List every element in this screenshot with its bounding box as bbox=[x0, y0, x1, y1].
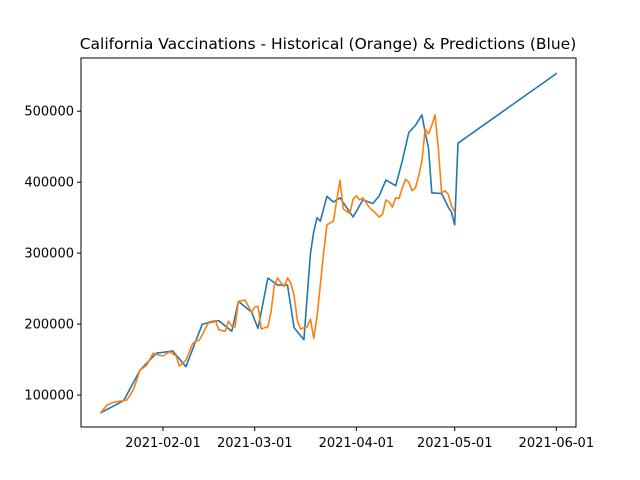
plot-area bbox=[80, 57, 577, 428]
x-tick-label: 2021-06-01 bbox=[519, 436, 595, 451]
y-axis: 100000 200000 300000 400000 500000 bbox=[24, 105, 81, 404]
chart-title: California Vaccinations - Historical (Or… bbox=[80, 35, 577, 53]
series-1-points bbox=[100, 114, 455, 413]
y-tick-label: 300000 bbox=[24, 247, 74, 262]
series-1-line bbox=[99, 114, 456, 414]
x-tick-label: 2021-03-01 bbox=[217, 436, 293, 451]
series-layer bbox=[99, 72, 558, 414]
series-0-line bbox=[99, 72, 558, 414]
y-tick-label: 200000 bbox=[24, 318, 74, 333]
x-tick-label: 2021-05-01 bbox=[417, 436, 493, 451]
axes-frame bbox=[80, 57, 577, 428]
x-tick-label: 2021-02-01 bbox=[125, 436, 201, 451]
y-tick-label: 500000 bbox=[24, 105, 74, 120]
x-tick-label: 2021-04-01 bbox=[319, 436, 395, 451]
y-tick-label: 100000 bbox=[24, 389, 74, 404]
x-axis: 2021-02-01 2021-03-01 2021-04-01 2021-05-01… bbox=[125, 427, 594, 451]
y-tick-label: 400000 bbox=[24, 176, 74, 191]
